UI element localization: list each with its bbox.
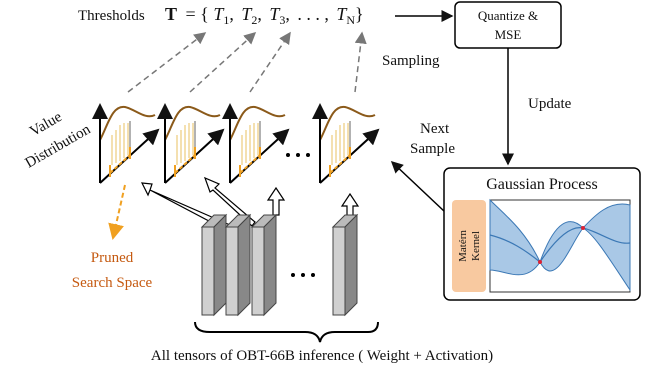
thresholds-label: Thresholds [78,8,145,24]
value-distribution-label: Value [27,109,65,140]
gp-title: Gaussian Process [486,176,598,193]
brace [195,322,378,342]
formula-sep: , [285,4,290,24]
tensor-block [226,215,250,315]
sampling-label: Sampling [382,53,440,69]
ellipsis-dots [291,273,315,277]
distribution-plot [100,105,158,183]
distribution-plot [320,105,378,183]
kernel-label: Matérn [457,230,469,262]
quantize-label: MSE [495,27,522,42]
formula-sub: N [346,13,355,27]
ellipsis-dots [286,153,310,157]
diagram: Thresholds T = { T1, T2, T3, . . . , TN}… [0,0,645,371]
tensor-block [202,215,226,315]
quantize-label: Quantize & [478,8,538,23]
formula-symbol: T [165,4,177,24]
pruned-label: Search Space [72,275,153,291]
update-label: Update [528,96,572,112]
distribution-plot [230,105,288,183]
tensor-block [333,215,357,315]
formula: T = { T1, T2, T3, . . . , TN} [165,4,364,27]
next-sample-label: Next [420,121,450,137]
formula-sep: , [257,4,262,24]
formula-open: = { [186,4,209,24]
tensor-block [252,215,276,315]
next-sample-label: Sample [410,141,455,157]
sampling-arrows [128,33,362,92]
distribution-plot [165,105,223,183]
formula-sep: , [229,4,234,24]
arrow [392,162,445,212]
formula-close: } [355,4,364,24]
pruned-label: Pruned [91,250,134,266]
caption: All tensors of OBT-66B inference ( Weigh… [151,348,493,364]
formula-ellipsis: . . . , [297,4,329,24]
kernel-label: Kernel [470,231,482,261]
pruned-arrow [113,185,125,238]
